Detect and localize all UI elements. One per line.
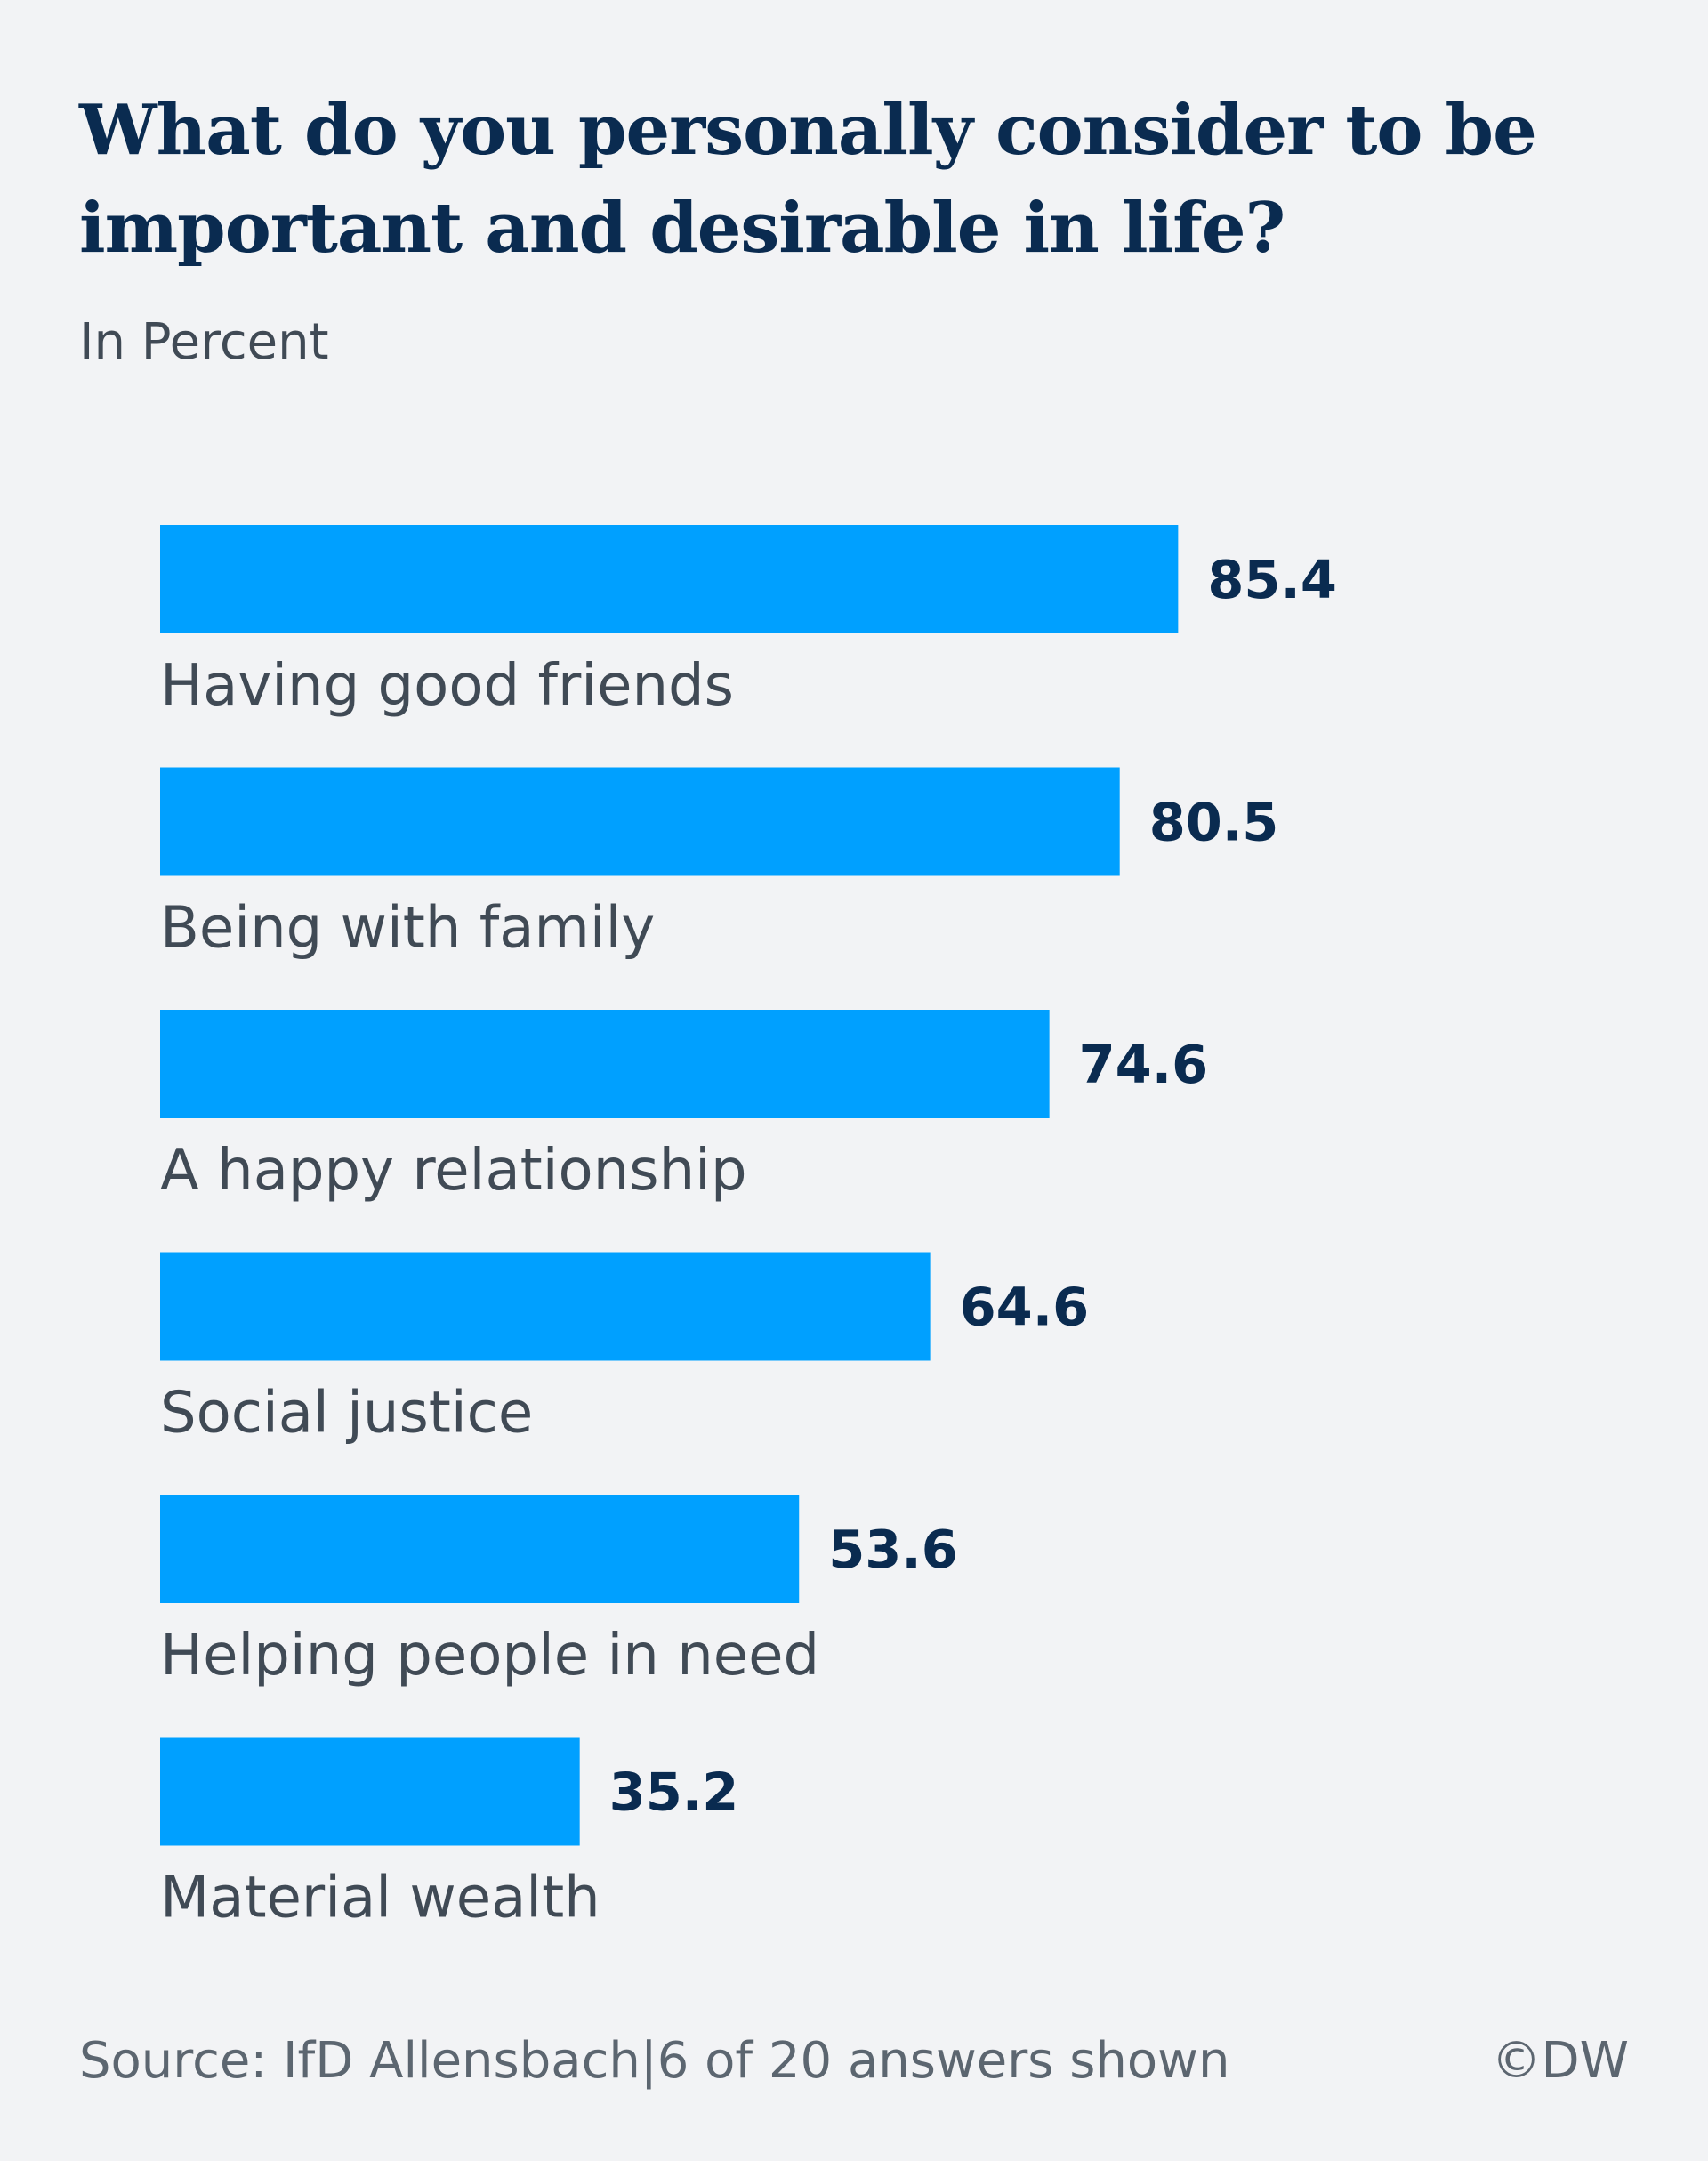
category-label-4: Helping people in need — [160, 1623, 819, 1689]
chart-footer: Source: IfD Allensbach|6 of 20 answers s… — [79, 2030, 1629, 2092]
value-label-5: 35.2 — [609, 1762, 739, 1823]
bar-3 — [160, 1252, 931, 1361]
bar-1 — [160, 767, 1120, 876]
value-label-1: 80.5 — [1149, 792, 1279, 853]
bar-4 — [160, 1495, 800, 1603]
value-label-2: 74.6 — [1079, 1034, 1209, 1095]
value-label-0: 85.4 — [1207, 549, 1337, 610]
bar-2 — [160, 1010, 1050, 1118]
bar-0 — [160, 525, 1179, 633]
category-label-3: Social justice — [160, 1381, 533, 1447]
bar-5 — [160, 1737, 580, 1846]
chart-subtitle: In Percent — [79, 313, 329, 371]
category-label-0: Having good friends — [160, 653, 734, 719]
category-label-2: A happy relationship — [160, 1138, 747, 1204]
value-label-4: 53.6 — [828, 1519, 958, 1580]
category-label-5: Material wealth — [160, 1866, 600, 1931]
category-label-1: Being with family — [160, 896, 655, 962]
chart-title: What do you personally consider to be im… — [79, 90, 1537, 269]
value-label-3: 64.6 — [960, 1277, 1090, 1338]
copyright-credit: ©DW — [1491, 2032, 1630, 2090]
source-note: Source: IfD Allensbach|6 of 20 answers s… — [79, 2032, 1230, 2090]
